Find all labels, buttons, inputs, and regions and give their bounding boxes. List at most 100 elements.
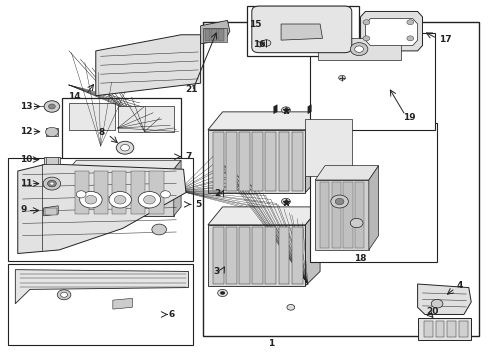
Bar	[278, 132, 289, 191]
Circle shape	[430, 300, 442, 308]
Text: 19: 19	[402, 113, 415, 122]
Polygon shape	[200, 21, 229, 44]
Circle shape	[262, 40, 270, 46]
Circle shape	[281, 198, 290, 205]
Circle shape	[43, 177, 61, 190]
Text: 6: 6	[168, 310, 175, 319]
Text: 16: 16	[253, 40, 265, 49]
Bar	[252, 226, 263, 284]
Polygon shape	[207, 207, 320, 225]
Bar	[118, 107, 173, 132]
Circle shape	[362, 36, 369, 41]
Circle shape	[109, 192, 131, 208]
Circle shape	[114, 195, 126, 204]
Polygon shape	[305, 112, 320, 193]
Text: 1: 1	[267, 339, 274, 348]
Bar	[225, 132, 236, 191]
Bar	[252, 132, 263, 191]
Polygon shape	[360, 12, 422, 51]
Bar	[291, 226, 302, 284]
Polygon shape	[69, 160, 181, 169]
Text: 4: 4	[456, 281, 462, 290]
Bar	[69, 103, 115, 130]
Text: 17: 17	[438, 35, 450, 44]
Circle shape	[354, 46, 363, 52]
Text: 5: 5	[194, 200, 201, 209]
Bar	[94, 171, 108, 214]
Circle shape	[349, 42, 367, 55]
Polygon shape	[365, 19, 417, 45]
Polygon shape	[43, 206, 58, 216]
Polygon shape	[18, 164, 185, 253]
Text: 2: 2	[213, 189, 220, 198]
Polygon shape	[113, 298, 132, 309]
Polygon shape	[207, 225, 305, 286]
Bar	[354, 182, 364, 248]
Circle shape	[349, 219, 362, 228]
Polygon shape	[417, 284, 470, 315]
Polygon shape	[317, 39, 400, 60]
Circle shape	[334, 198, 343, 205]
Text: 13: 13	[20, 102, 33, 111]
Circle shape	[217, 289, 227, 297]
Circle shape	[406, 36, 413, 41]
Polygon shape	[368, 166, 378, 250]
Circle shape	[47, 180, 56, 187]
Bar	[211, 29, 217, 41]
Text: 9: 9	[20, 205, 26, 214]
Bar	[45, 157, 58, 164]
Polygon shape	[96, 35, 200, 96]
Bar	[310, 33, 434, 130]
Circle shape	[61, 292, 67, 297]
Bar	[423, 320, 432, 337]
Bar	[343, 182, 352, 248]
Bar	[75, 171, 89, 214]
Circle shape	[286, 305, 294, 310]
Bar	[265, 226, 276, 284]
Circle shape	[121, 144, 129, 151]
Bar	[204, 29, 210, 41]
Circle shape	[362, 20, 369, 25]
Bar	[265, 132, 276, 191]
Bar	[8, 158, 193, 261]
Bar	[61, 98, 181, 225]
Bar	[225, 226, 236, 284]
Circle shape	[116, 141, 134, 154]
Bar	[447, 320, 455, 337]
Polygon shape	[69, 169, 173, 216]
Bar	[212, 226, 223, 284]
Circle shape	[44, 101, 60, 112]
Text: 21: 21	[184, 85, 197, 94]
Text: 20: 20	[425, 307, 437, 316]
Polygon shape	[315, 166, 378, 180]
Bar	[212, 132, 223, 191]
Circle shape	[45, 127, 58, 136]
Polygon shape	[417, 318, 470, 339]
Text: 3: 3	[213, 267, 220, 276]
Polygon shape	[281, 24, 322, 40]
Circle shape	[406, 20, 413, 25]
Circle shape	[85, 195, 97, 204]
Bar	[291, 132, 302, 191]
Polygon shape	[173, 160, 181, 216]
Bar	[203, 22, 478, 336]
Bar	[131, 171, 145, 214]
Circle shape	[220, 291, 224, 295]
Bar	[218, 29, 224, 41]
Bar	[8, 264, 193, 345]
Polygon shape	[273, 105, 277, 114]
Circle shape	[48, 104, 55, 109]
Polygon shape	[305, 207, 320, 286]
Text: 18: 18	[353, 254, 366, 263]
Text: 12: 12	[20, 127, 33, 136]
Circle shape	[160, 191, 170, 198]
Polygon shape	[207, 130, 305, 193]
Circle shape	[50, 182, 54, 185]
Bar	[239, 226, 249, 284]
Circle shape	[152, 224, 166, 235]
Circle shape	[143, 195, 155, 204]
Circle shape	[330, 195, 347, 208]
Polygon shape	[315, 180, 368, 250]
Circle shape	[338, 75, 345, 80]
FancyBboxPatch shape	[251, 6, 351, 53]
